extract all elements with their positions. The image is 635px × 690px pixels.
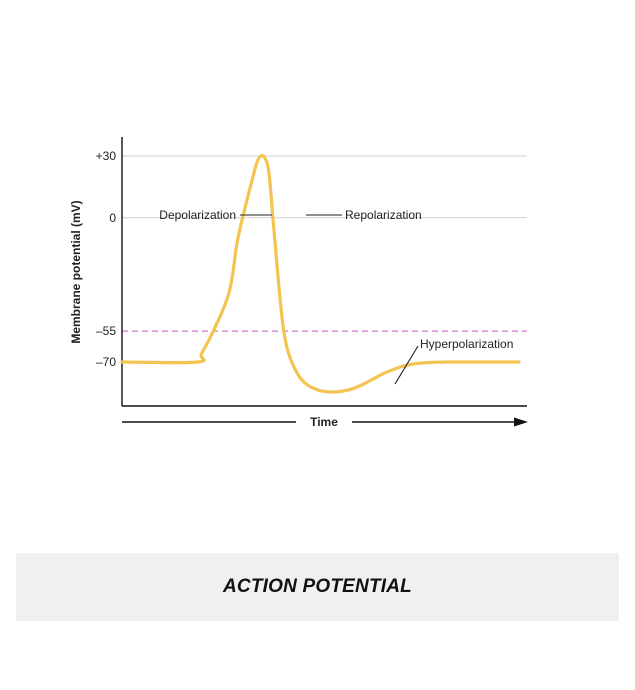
series-line bbox=[120, 153, 521, 394]
x-axis-arrow: Time bbox=[122, 415, 528, 429]
y-axis-label: Membrane potential (mV) bbox=[69, 200, 83, 343]
annotation-repolarization: Repolarization bbox=[345, 208, 422, 222]
x-axis-arrowhead-icon bbox=[514, 417, 528, 427]
annotation-hyperpolarization: Hyperpolarization bbox=[420, 337, 513, 351]
axes bbox=[121, 137, 527, 407]
y-tick-label: +30 bbox=[96, 149, 117, 163]
annotations: Depolarization Repolarization Hyperpolariz… bbox=[159, 208, 513, 385]
series-group bbox=[120, 153, 521, 394]
x-axis-label: Time bbox=[310, 415, 338, 429]
y-tick-label: –55 bbox=[96, 324, 116, 338]
caption-title: ACTION POTENTIAL bbox=[223, 576, 412, 597]
y-tick-labels: +30 0 –55 –70 bbox=[96, 149, 117, 369]
y-tick-label: –70 bbox=[96, 355, 116, 369]
gridlines bbox=[122, 155, 527, 219]
annotation-depolarization: Depolarization bbox=[159, 208, 236, 222]
annotation-hyperpolarization-leader bbox=[394, 345, 419, 385]
caption-bar: ACTION POTENTIAL bbox=[16, 553, 619, 621]
y-tick-label: 0 bbox=[109, 211, 116, 225]
action-potential-chart: +30 0 –55 –70 Depolarization Repolarization H… bbox=[69, 137, 528, 429]
